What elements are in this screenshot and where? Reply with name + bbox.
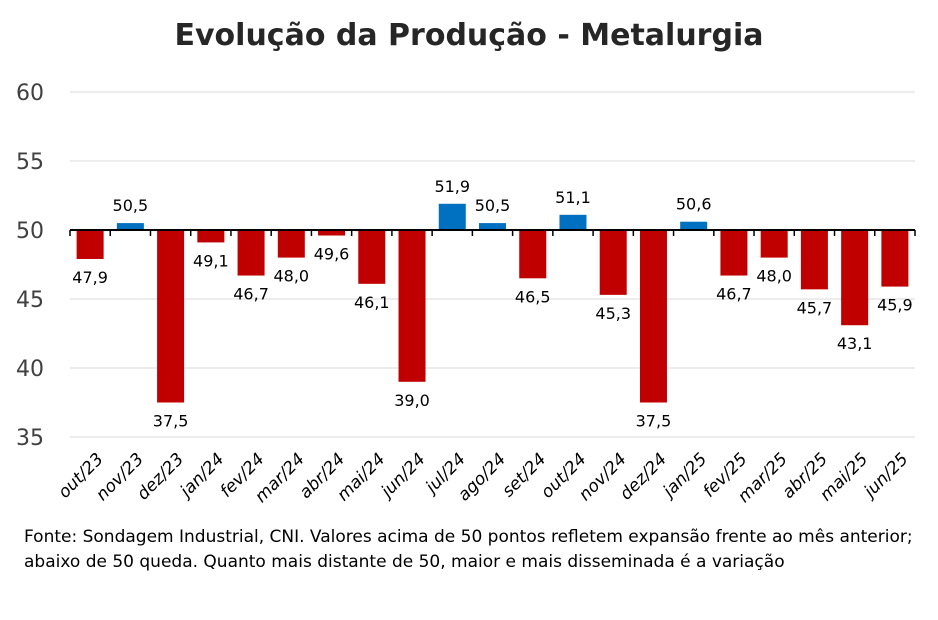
bar [760, 230, 788, 258]
data-label: 45,9 [877, 296, 913, 315]
data-label: 48,0 [273, 267, 309, 286]
x-tick-label: jan/24 [175, 449, 228, 502]
data-label: 50,5 [475, 196, 511, 215]
bar [559, 214, 587, 230]
data-label: 45,7 [797, 298, 833, 317]
baseline-axis [69, 229, 916, 236]
data-label: 49,6 [314, 245, 350, 264]
bar [398, 230, 426, 382]
bar [157, 230, 185, 403]
data-label: 46,7 [233, 285, 269, 304]
y-tick-label: 35 [16, 426, 44, 451]
chart-title: Evolução da Produção - Metalurgia [174, 18, 764, 53]
data-label: 47,9 [72, 268, 108, 287]
bar [197, 230, 225, 243]
data-label: 50,6 [676, 195, 712, 214]
data-label: 46,5 [515, 287, 551, 306]
data-label: 43,1 [837, 334, 873, 353]
bar [680, 221, 708, 230]
x-tick-label: jun/25 [859, 449, 912, 502]
footnote: Fonte: Sondagem Industrial, CNI. Valores… [24, 527, 913, 572]
bar [800, 230, 828, 290]
y-axis-ticks: 35 40 45 50 55 60 [16, 81, 44, 451]
y-tick-label: 50 [16, 219, 44, 244]
bar [639, 230, 667, 403]
bar [841, 230, 869, 326]
data-labels: 47,950,537,549,146,748,049,646,139,051,9… [72, 177, 912, 431]
bar [599, 230, 627, 295]
data-label: 48,0 [756, 267, 792, 286]
x-axis-ticks: out/23nov/23dez/23jan/24fev/24mar/24abr/… [54, 449, 912, 507]
data-label: 39,0 [394, 391, 430, 410]
y-tick-label: 40 [16, 357, 44, 382]
data-label: 46,1 [354, 293, 390, 312]
bar [519, 230, 547, 279]
bar [76, 230, 104, 259]
bar [116, 223, 144, 230]
data-label: 50,5 [113, 196, 149, 215]
data-label: 51,1 [555, 188, 591, 207]
data-label: 46,7 [716, 285, 752, 304]
bar [277, 230, 305, 258]
data-label: 45,3 [595, 304, 631, 323]
bar [358, 230, 386, 284]
x-tick-label: jan/25 [658, 449, 711, 502]
data-label: 49,1 [193, 251, 229, 270]
y-tick-label: 55 [16, 150, 44, 175]
data-label: 37,5 [153, 412, 189, 431]
data-label: 51,9 [434, 177, 470, 196]
data-label: 37,5 [636, 412, 672, 431]
y-tick-label: 60 [16, 81, 44, 106]
y-tick-label: 45 [16, 288, 44, 313]
x-tick-label: jun/24 [376, 449, 429, 502]
bar [881, 230, 909, 287]
bar [479, 223, 506, 230]
bar [438, 203, 466, 230]
bar [720, 230, 748, 276]
bars [76, 203, 909, 403]
gridlines [70, 91, 915, 438]
bar [237, 230, 265, 276]
bar [318, 230, 346, 236]
